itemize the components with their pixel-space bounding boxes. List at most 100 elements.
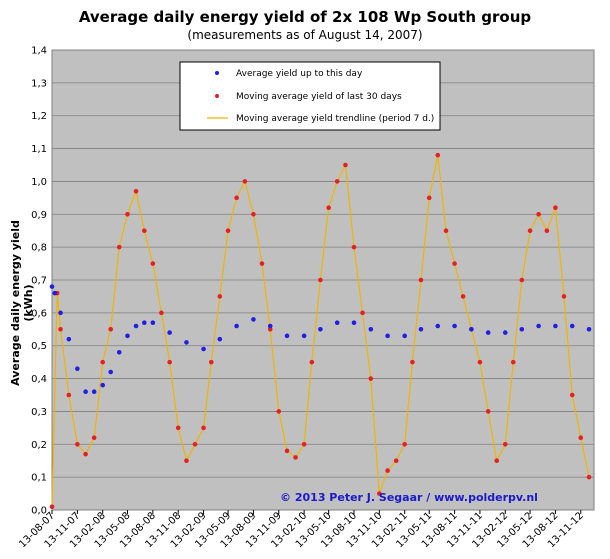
data-point-moving-average [150,261,156,266]
legend-marker-blue [215,71,219,75]
data-point-moving-average [108,326,113,332]
data-point-moving-average [519,277,525,283]
data-point-moving-average [544,228,550,234]
data-point-average-yield [58,310,63,316]
data-point-moving-average [360,310,365,316]
series-trendline [51,154,590,507]
y-tick-label: 0,5 [31,341,47,352]
data-point-moving-average [125,211,130,217]
data-point-moving-average [192,441,198,447]
data-point-moving-average [477,359,483,365]
data-point-moving-average [334,179,340,184]
legend-label-trend: Moving average yield trendline (period 7… [236,114,434,124]
data-point-moving-average [201,425,206,431]
data-point-average-yield [586,326,592,332]
data-point-average-yield [125,333,130,339]
data-point-average-yield [435,323,441,329]
data-point-average-yield [91,389,97,395]
grid-lines [52,49,594,511]
legend-label-red: Moving average yield of last 30 days [236,92,402,102]
data-point-moving-average [83,451,88,457]
data-point-moving-average [284,448,290,454]
data-point-average-yield [52,290,58,296]
data-point-moving-average [561,294,567,299]
data-point-moving-average [184,458,189,464]
y-tick-label: 1,4 [31,46,47,57]
data-point-average-yield [536,323,541,329]
data-point-moving-average [259,261,265,266]
data-point-moving-average [452,261,457,266]
data-point-moving-average [175,425,181,431]
data-point-moving-average [326,205,331,211]
data-point-average-yield [184,340,189,345]
chart-subtitle: (measurements as of August 14, 2007) [187,28,423,42]
y-tick-label: 0,6 [31,308,47,319]
data-point-average-yield [267,323,273,329]
data-point-moving-average [586,474,592,480]
data-point-moving-average [410,359,415,365]
data-point-moving-average [553,205,558,211]
data-point-moving-average [368,376,374,381]
data-point-moving-average [167,359,172,365]
data-point-average-yield [83,389,88,395]
data-point-moving-average [267,326,273,332]
data-point-average-yield [201,346,206,352]
y-axis-ticks: 0,0 0,1 0,2 0,3 0,4 0,5 0,6 0,7 0,8 0,9 1,0 1,1 1,2 1… [31,46,47,517]
legend-marker-red [215,94,219,98]
data-point-moving-average [225,228,231,234]
data-point-moving-average [49,504,55,510]
data-point-moving-average [494,458,500,464]
y-tick-label: 1,0 [31,177,47,188]
y-tick-label: 0,9 [31,210,47,221]
data-point-moving-average [217,294,223,299]
data-point-moving-average [351,244,357,250]
data-point-moving-average [242,179,248,184]
data-point-average-yield [569,323,575,329]
data-point-moving-average [142,228,147,234]
data-point-moving-average [208,359,214,365]
data-point-moving-average [116,244,122,250]
data-point-moving-average [460,294,466,299]
data-point-average-yield [133,323,139,329]
data-point-moving-average [75,441,80,447]
data-point-moving-average [343,162,348,168]
legend: Average yield up to this day Moving aver… [179,61,441,131]
data-point-moving-average [159,310,164,316]
data-point-moving-average [569,392,575,398]
y-tick-label: 1,3 [31,78,47,89]
data-point-moving-average [536,211,541,217]
data-point-moving-average [418,277,424,283]
y-tick-label: 0,3 [31,407,47,418]
data-point-average-yield [418,326,424,332]
chart-title: Average daily energy yield of 2x 108 Wp … [78,8,532,26]
y-tick-label: 0,2 [31,440,47,451]
data-point-moving-average [527,228,533,234]
data-point-moving-average [578,435,584,441]
data-point-average-yield [334,320,340,326]
data-point-average-yield [234,323,239,329]
data-point-moving-average [402,441,407,447]
y-tick-label: 0,4 [31,374,47,385]
data-point-moving-average [234,195,239,201]
y-tick-label: 0,0 [31,506,47,517]
data-point-average-yield [251,317,256,322]
data-point-moving-average [426,195,432,201]
data-point-average-yield [301,333,307,339]
data-point-moving-average [100,359,106,365]
y-tick-label: 0,7 [31,276,47,287]
data-point-average-yield [167,330,172,335]
data-point-average-yield [142,320,147,326]
data-point-average-yield [284,333,290,339]
data-point-moving-average [276,409,282,414]
data-point-average-yield [318,326,323,332]
data-point-average-yield [66,336,72,342]
data-point-average-yield [469,326,474,332]
data-point-moving-average [91,435,97,441]
data-point-average-yield [368,326,374,332]
data-point-average-yield [385,333,390,339]
y-tick-label: 1,2 [31,111,47,122]
data-point-average-yield [452,323,457,329]
data-point-moving-average [393,458,399,464]
legend-label-blue: Average yield up to this day [236,69,363,79]
